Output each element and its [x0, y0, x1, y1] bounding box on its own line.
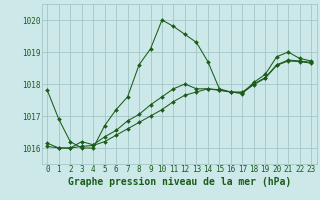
- X-axis label: Graphe pression niveau de la mer (hPa): Graphe pression niveau de la mer (hPa): [68, 177, 291, 187]
